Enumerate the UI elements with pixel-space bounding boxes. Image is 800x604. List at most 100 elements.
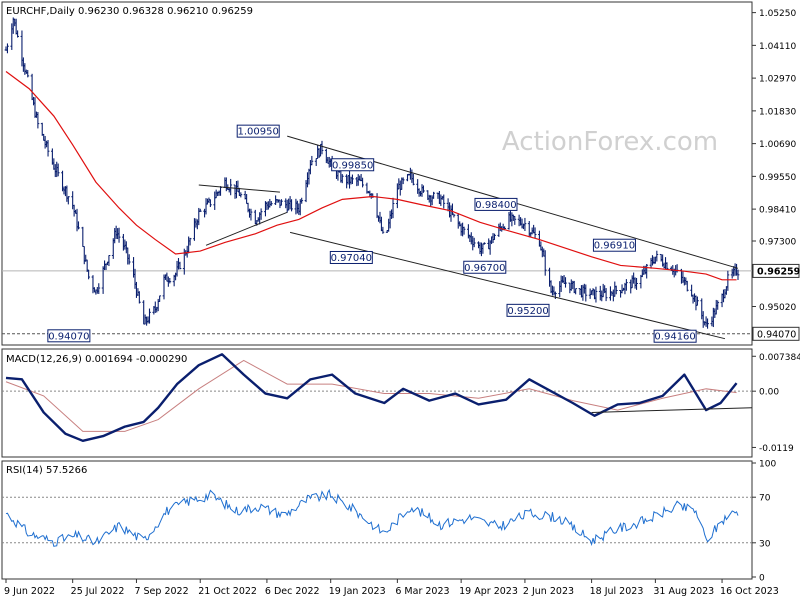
rsi-panel-frame [1, 460, 753, 580]
moving-average-line [5, 71, 737, 281]
price-bar [107, 255, 111, 267]
price-bar [208, 199, 212, 208]
price-bar [401, 177, 405, 185]
price-bar [188, 237, 192, 246]
price-bar [77, 221, 80, 230]
level-label: 1.00950 [236, 124, 280, 138]
level-label-text: 0.94070 [48, 331, 89, 342]
x-tick-label: 25 Jul 2022 [71, 586, 125, 597]
price-bar [249, 208, 253, 221]
rsi-series-group [2, 488, 752, 547]
current-price-axis-label-text: 0.96259 [757, 266, 800, 277]
level-label: 0.98400 [474, 197, 518, 211]
price-y-tick-label: 1.01830 [759, 107, 796, 117]
price-bar [351, 174, 354, 185]
level-label-box [592, 238, 636, 252]
level-label-box [236, 124, 280, 138]
macd-signal-line [5, 359, 737, 432]
level-label: 0.95200 [506, 303, 550, 317]
price-bar [513, 215, 517, 225]
price-bar [168, 277, 172, 284]
price-y-tick-label: 1.00690 [759, 140, 796, 150]
level-label: 0.96910 [592, 238, 636, 252]
price-bar [574, 288, 578, 295]
price-bar [6, 43, 9, 54]
x-tick-label: 19 Apr 2023 [459, 586, 518, 597]
price-bar [665, 262, 669, 270]
price-bar [716, 300, 720, 310]
level-label: 0.94070 [47, 329, 91, 343]
price-bar [361, 177, 364, 188]
level-label: 0.99850 [331, 158, 375, 172]
level-label-box [474, 197, 518, 211]
x-tick-label: 19 Jan 2023 [329, 586, 386, 597]
price-bar [706, 318, 709, 329]
level-label-text: 0.96700 [464, 263, 505, 274]
price-bar [564, 277, 567, 288]
price-bar [442, 194, 446, 209]
price-bar [635, 277, 638, 290]
level-label: 0.94160 [653, 329, 697, 343]
level-label-text: 0.99850 [332, 160, 373, 171]
macd-panel-header: MACD(12,26,9) 0.001694 -0.000290 [6, 354, 187, 365]
price-panel-header: EURCHF,Daily 0.96230 0.96328 0.96210 0.9… [6, 6, 253, 17]
price-y-tick-label: 1.04110 [759, 42, 796, 52]
price-bar [614, 285, 618, 295]
price-bar [36, 111, 40, 129]
price-bar [604, 288, 608, 302]
price-bar [117, 227, 121, 243]
price-bar [655, 250, 659, 262]
price-series-group: 1.00950 0.99850 0.97040 0.96700 0.98400 0.952… [2, 17, 752, 343]
rsi-y-tick-label: 30 [759, 539, 771, 549]
price-bar [553, 291, 557, 300]
price-bar [229, 178, 233, 196]
watermark: ActionForex.com [502, 127, 718, 157]
level-label: 0.97040 [329, 250, 373, 264]
price-bar [523, 217, 527, 231]
price-bar [310, 155, 314, 166]
level-label-text: 0.96910 [594, 241, 635, 252]
price-bar [198, 208, 202, 212]
macd-y-tick-label: 0.00 [759, 388, 779, 398]
low-line-axis-label-text: 0.94070 [757, 329, 796, 340]
rsi-line [5, 488, 739, 547]
macd-y-tick-label: 0.007384 [759, 353, 800, 363]
level-label-text: 0.95200 [507, 306, 548, 317]
price-bar [696, 296, 699, 306]
price-bar [340, 174, 344, 184]
price-bar [239, 192, 243, 198]
x-tick-label: 6 Mar 2023 [395, 586, 449, 597]
price-bar [645, 264, 649, 279]
axis-labels-group: 1.05250 1.04110 1.02970 1.01830 1.00690 0.995… [4, 9, 800, 597]
price-bar [46, 140, 50, 157]
level-label-box [506, 303, 550, 317]
price-bar [624, 279, 628, 291]
x-tick-label: 6 Dec 2022 [265, 586, 320, 597]
level-label-box [653, 329, 697, 343]
price-bar [87, 269, 91, 280]
price-bar [148, 308, 151, 324]
macd-series-group [2, 353, 753, 443]
lower-channel-trendline [289, 231, 726, 340]
price-bar [178, 261, 182, 270]
price-bar [66, 196, 70, 205]
price-bar [452, 213, 456, 218]
level-label: 0.96700 [463, 260, 507, 274]
x-tick-label: 21 Oct 2022 [198, 586, 257, 597]
price-bar [472, 237, 476, 248]
macd-y-tick-label: -0.0119 [759, 444, 794, 454]
price-bar [290, 199, 293, 212]
macd-line [5, 353, 738, 443]
level-label-text: 0.97040 [331, 253, 372, 264]
price-y-tick-label: 0.98410 [759, 206, 796, 216]
price-bar [422, 185, 425, 193]
low-line-axis-label-box [752, 326, 800, 341]
price-bar [726, 270, 730, 291]
level-label-text: 1.00950 [238, 127, 279, 138]
x-tick-label: 9 Jun 2022 [4, 586, 55, 597]
level-label-box [329, 250, 373, 264]
x-tick-label: 31 Aug 2023 [653, 586, 714, 597]
price-bar [26, 69, 30, 78]
level-label-text: 0.94160 [654, 332, 695, 343]
price-panel-frame [1, 1, 753, 346]
